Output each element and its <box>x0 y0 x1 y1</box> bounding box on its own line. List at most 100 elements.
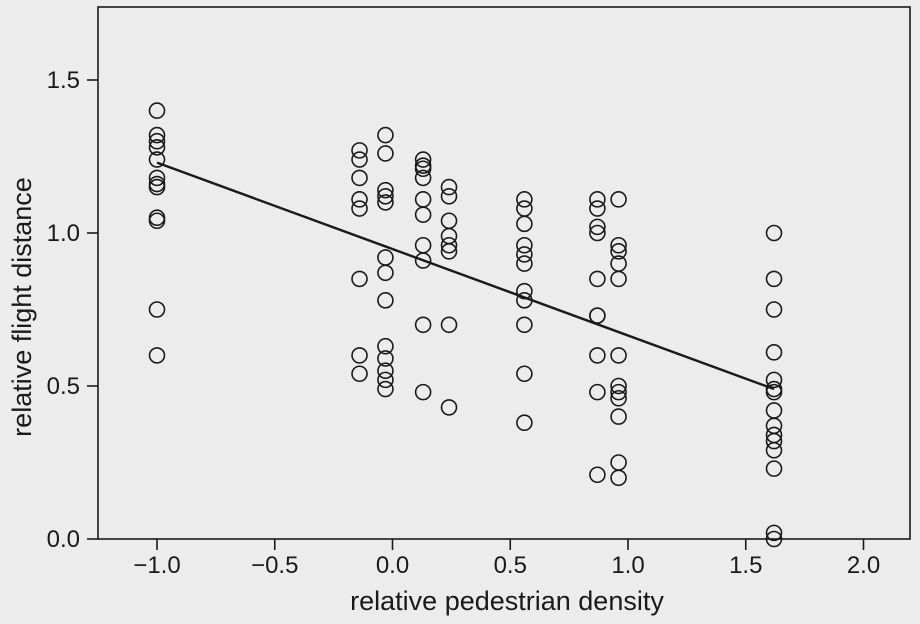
data-point <box>148 209 166 226</box>
data-point <box>377 380 394 398</box>
data-point <box>765 402 783 419</box>
data-point <box>765 270 783 288</box>
data-point <box>516 246 533 263</box>
x-tick-label: −1.0 <box>133 552 180 579</box>
data-point <box>148 126 166 144</box>
data-point <box>765 441 783 459</box>
data-point <box>589 200 606 217</box>
data-point <box>414 236 432 254</box>
data-point <box>414 316 432 334</box>
data-point <box>440 243 458 260</box>
data-point <box>610 454 627 471</box>
data-point <box>610 236 627 254</box>
data-point <box>351 200 368 217</box>
data-point <box>765 344 783 361</box>
data-point <box>440 212 458 230</box>
data-point <box>765 460 783 477</box>
data-point <box>377 371 394 389</box>
data-point <box>610 270 627 288</box>
data-point <box>765 530 783 548</box>
data-point <box>765 371 783 389</box>
data-point <box>377 145 394 162</box>
data-point <box>148 132 166 150</box>
data-point <box>765 301 783 318</box>
y-tick-label: 0.5 <box>47 373 80 400</box>
data-point <box>148 139 166 156</box>
data-point <box>377 350 394 367</box>
y-tick-label: 0.0 <box>47 526 80 553</box>
data-point <box>377 264 394 282</box>
data-point <box>516 191 533 208</box>
data-point <box>148 212 166 230</box>
data-point <box>148 151 166 168</box>
data-point <box>610 377 627 395</box>
data-point <box>589 191 606 208</box>
data-point <box>148 102 166 119</box>
data-point <box>440 227 458 245</box>
data-point <box>516 255 533 272</box>
data-point <box>589 383 606 401</box>
data-point <box>377 194 394 211</box>
data-point <box>516 200 533 217</box>
plot-frame <box>97 6 911 540</box>
data-point <box>516 414 533 432</box>
regression-line <box>156 161 775 391</box>
data-point <box>589 224 606 242</box>
data-point <box>765 383 783 401</box>
data-point <box>765 224 783 242</box>
data-point <box>440 187 458 205</box>
data-point <box>414 383 432 401</box>
x-axis-title: relative pedestrian density <box>350 586 664 616</box>
data-point <box>516 365 533 383</box>
data-point <box>148 178 166 196</box>
data-point <box>440 316 458 334</box>
y-tick-label: 1.0 <box>47 220 80 247</box>
data-point <box>351 347 368 364</box>
y-axis-title: relative flight distance <box>7 177 37 437</box>
data-point <box>414 206 432 223</box>
x-tick-label: 2.0 <box>847 552 880 579</box>
x-tick-label: 1.0 <box>611 552 644 579</box>
data-point <box>765 417 783 435</box>
data-point <box>589 218 606 236</box>
data-point <box>377 292 394 309</box>
data-point <box>589 347 606 364</box>
data-point <box>148 169 166 187</box>
data-points <box>148 102 783 548</box>
data-point <box>414 252 432 269</box>
data-point <box>148 347 166 364</box>
data-point <box>351 191 368 208</box>
data-point <box>351 142 368 159</box>
data-point <box>765 524 783 542</box>
data-point <box>516 316 533 334</box>
data-point <box>377 362 394 380</box>
data-point <box>610 383 627 401</box>
data-point <box>589 270 606 288</box>
data-point <box>414 191 432 208</box>
x-tick-label: −0.5 <box>251 552 298 579</box>
data-point <box>351 151 368 168</box>
data-point <box>610 469 627 487</box>
data-point <box>516 215 533 233</box>
data-point <box>351 169 368 187</box>
data-point <box>148 301 166 318</box>
x-tick-label: 1.5 <box>729 552 762 579</box>
data-point <box>377 126 394 144</box>
data-point <box>516 236 533 254</box>
data-point <box>610 243 627 260</box>
data-point <box>610 389 627 407</box>
axis-ticks: −1.0 −0.5 0.0 0.5 1.0 1.5 2.0 0.0 0.5 1.0 1.5 <box>47 67 881 579</box>
x-tick-label: 0.5 <box>494 552 527 579</box>
data-point <box>610 347 627 364</box>
data-point <box>589 307 606 324</box>
data-point <box>351 270 368 288</box>
data-point <box>377 249 394 266</box>
data-point <box>377 337 394 355</box>
y-tick-label: 1.5 <box>47 67 80 94</box>
data-point <box>377 187 394 205</box>
data-point <box>440 399 458 416</box>
data-point <box>414 151 432 168</box>
data-point <box>377 181 394 199</box>
data-point <box>414 160 432 178</box>
